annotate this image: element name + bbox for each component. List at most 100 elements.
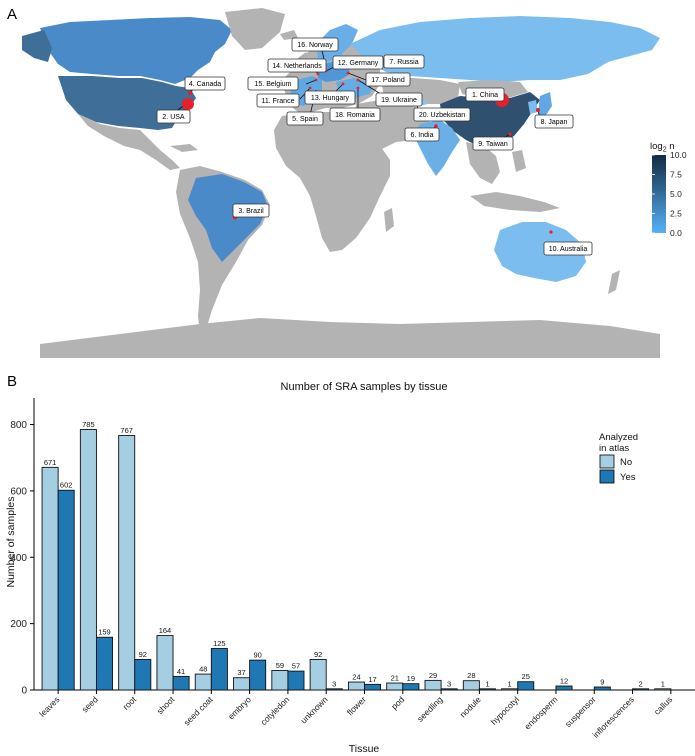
label-netherlands: 14. Netherlands [267, 58, 327, 73]
bar-yes [172, 675, 190, 691]
country-madagascar [384, 208, 394, 232]
country-alaska [22, 30, 52, 62]
bar-value-label: 37 [237, 668, 245, 677]
svg-text:1. China: 1. China [472, 92, 498, 99]
bar-yes [593, 686, 611, 691]
bar-value-label: 1 [508, 679, 512, 688]
bar-value-label: 90 [253, 651, 261, 660]
country-iceland [280, 30, 298, 40]
bar-yes [632, 688, 650, 691]
bar-yes [249, 659, 267, 691]
legend-key-yes [599, 469, 615, 484]
country-russia [350, 16, 660, 82]
svg-text:4. Canada: 4. Canada [189, 81, 221, 88]
label-australia: 10. Australia [543, 241, 593, 256]
bar-yes [364, 683, 382, 691]
point-japan [536, 108, 540, 112]
bar-value-label: 1 [661, 679, 665, 688]
label-uzbekistan: 20. Uzbekistan [413, 107, 471, 122]
bar-no [118, 435, 136, 691]
colorbar-ticks: 10.0 7.5 5.0 2.5 0.0 [652, 150, 687, 238]
bar-value-label: 29 [429, 671, 437, 680]
bar-value-label: 1 [485, 679, 489, 688]
point-canada [188, 91, 192, 95]
bar-yes [478, 688, 496, 691]
legend-key-no [599, 454, 615, 469]
country-canada [40, 17, 232, 84]
colorbar-tick-label: 5.0 [670, 189, 682, 199]
label-usa: 2. USA [156, 109, 191, 124]
colorbar-tick-label: 10.0 [670, 150, 687, 160]
bar-value-label: 59 [276, 661, 284, 670]
label-taiwan: 9. Taiwan [472, 136, 514, 151]
svg-text:9. Taiwan: 9. Taiwan [478, 141, 508, 148]
country-mexico [78, 114, 180, 170]
bar-value-label: 57 [292, 662, 300, 671]
x-axis-title: Tissue [349, 743, 380, 755]
label-ukraine: 19. Ukraine [375, 92, 423, 107]
label-spain: 5. Spain [286, 111, 324, 126]
bar-no [41, 466, 59, 691]
label-india: 6. India [404, 127, 440, 142]
point-india [434, 124, 438, 128]
y-tick-label: 400 [10, 553, 27, 564]
legend-label-yes: Yes [620, 472, 636, 483]
bar-value-label: 3 [447, 679, 451, 688]
label-romania: 18. Romania [329, 107, 381, 122]
svg-text:16. Norway: 16. Norway [297, 42, 333, 49]
point-ukraine [356, 78, 360, 82]
region-southeast-asia [466, 142, 500, 184]
x-tick-label: embryo [226, 694, 253, 721]
label-russia: 7. Russia [383, 54, 425, 69]
svg-text:7. Russia: 7. Russia [389, 59, 418, 66]
bar-no [271, 669, 289, 691]
svg-text:14. Netherlands: 14. Netherlands [272, 63, 322, 70]
bar-yes [287, 670, 305, 691]
bar-value-label: 2 [639, 679, 643, 688]
point-australia [549, 230, 553, 234]
svg-text:2. USA: 2. USA [162, 114, 185, 121]
label-france: 11. France [256, 93, 300, 108]
country-new-zealand [608, 270, 620, 294]
bar-no [654, 688, 672, 691]
bar-no [309, 659, 327, 691]
point-poland [346, 71, 350, 75]
point-taiwan [508, 132, 512, 136]
bar-value-label: 671 [44, 458, 57, 467]
label-poland: 17. Poland [365, 72, 411, 87]
colorbar-tick-label: 0.0 [670, 228, 682, 238]
bar-yes [440, 688, 458, 691]
country-cuba [170, 144, 198, 152]
bar-yes [402, 683, 420, 691]
bar-no [233, 677, 251, 691]
svg-text:20. Uzbekistan: 20. Uzbekistan [419, 112, 465, 119]
label-china: 1. China [465, 87, 505, 102]
y-tick-label: 0 [21, 686, 27, 697]
bar-value-label: 19 [407, 674, 415, 683]
bar-yes [95, 636, 113, 691]
country-labels: 1. China 2. USA 3. Brazil 4. Canada 5. S… [156, 37, 593, 256]
colorbar-gradient [652, 155, 666, 233]
bar-value-label: 159 [98, 628, 111, 637]
point-romania [356, 86, 360, 90]
colorbar-tick-label: 2.5 [670, 209, 682, 219]
bar-value-label: 25 [522, 672, 530, 681]
svg-text:19. Ukraine: 19. Ukraine [381, 97, 417, 104]
bar-value-label: 164 [159, 626, 172, 635]
x-tick-label: flower [345, 694, 368, 717]
y-tick-label: 600 [10, 486, 27, 497]
x-tick-label: callus [652, 694, 674, 716]
point-belgium [314, 78, 318, 82]
x-tick-label: root [121, 694, 139, 712]
svg-text:11. France: 11. France [262, 98, 295, 105]
y-ticks: 0 200 400 600 800 [10, 420, 34, 697]
bar-yes [134, 659, 152, 691]
bar-legend: Analyzed in atlas No Yes [599, 432, 638, 484]
bar-no [194, 673, 212, 691]
legend-title-line2: in atlas [599, 443, 629, 454]
chart-title: Number of SRA samples by tissue [281, 381, 448, 393]
label-belgium: 15. Belgium [247, 76, 299, 91]
bar-no [424, 679, 442, 691]
svg-text:3. Brazil: 3. Brazil [238, 208, 264, 215]
